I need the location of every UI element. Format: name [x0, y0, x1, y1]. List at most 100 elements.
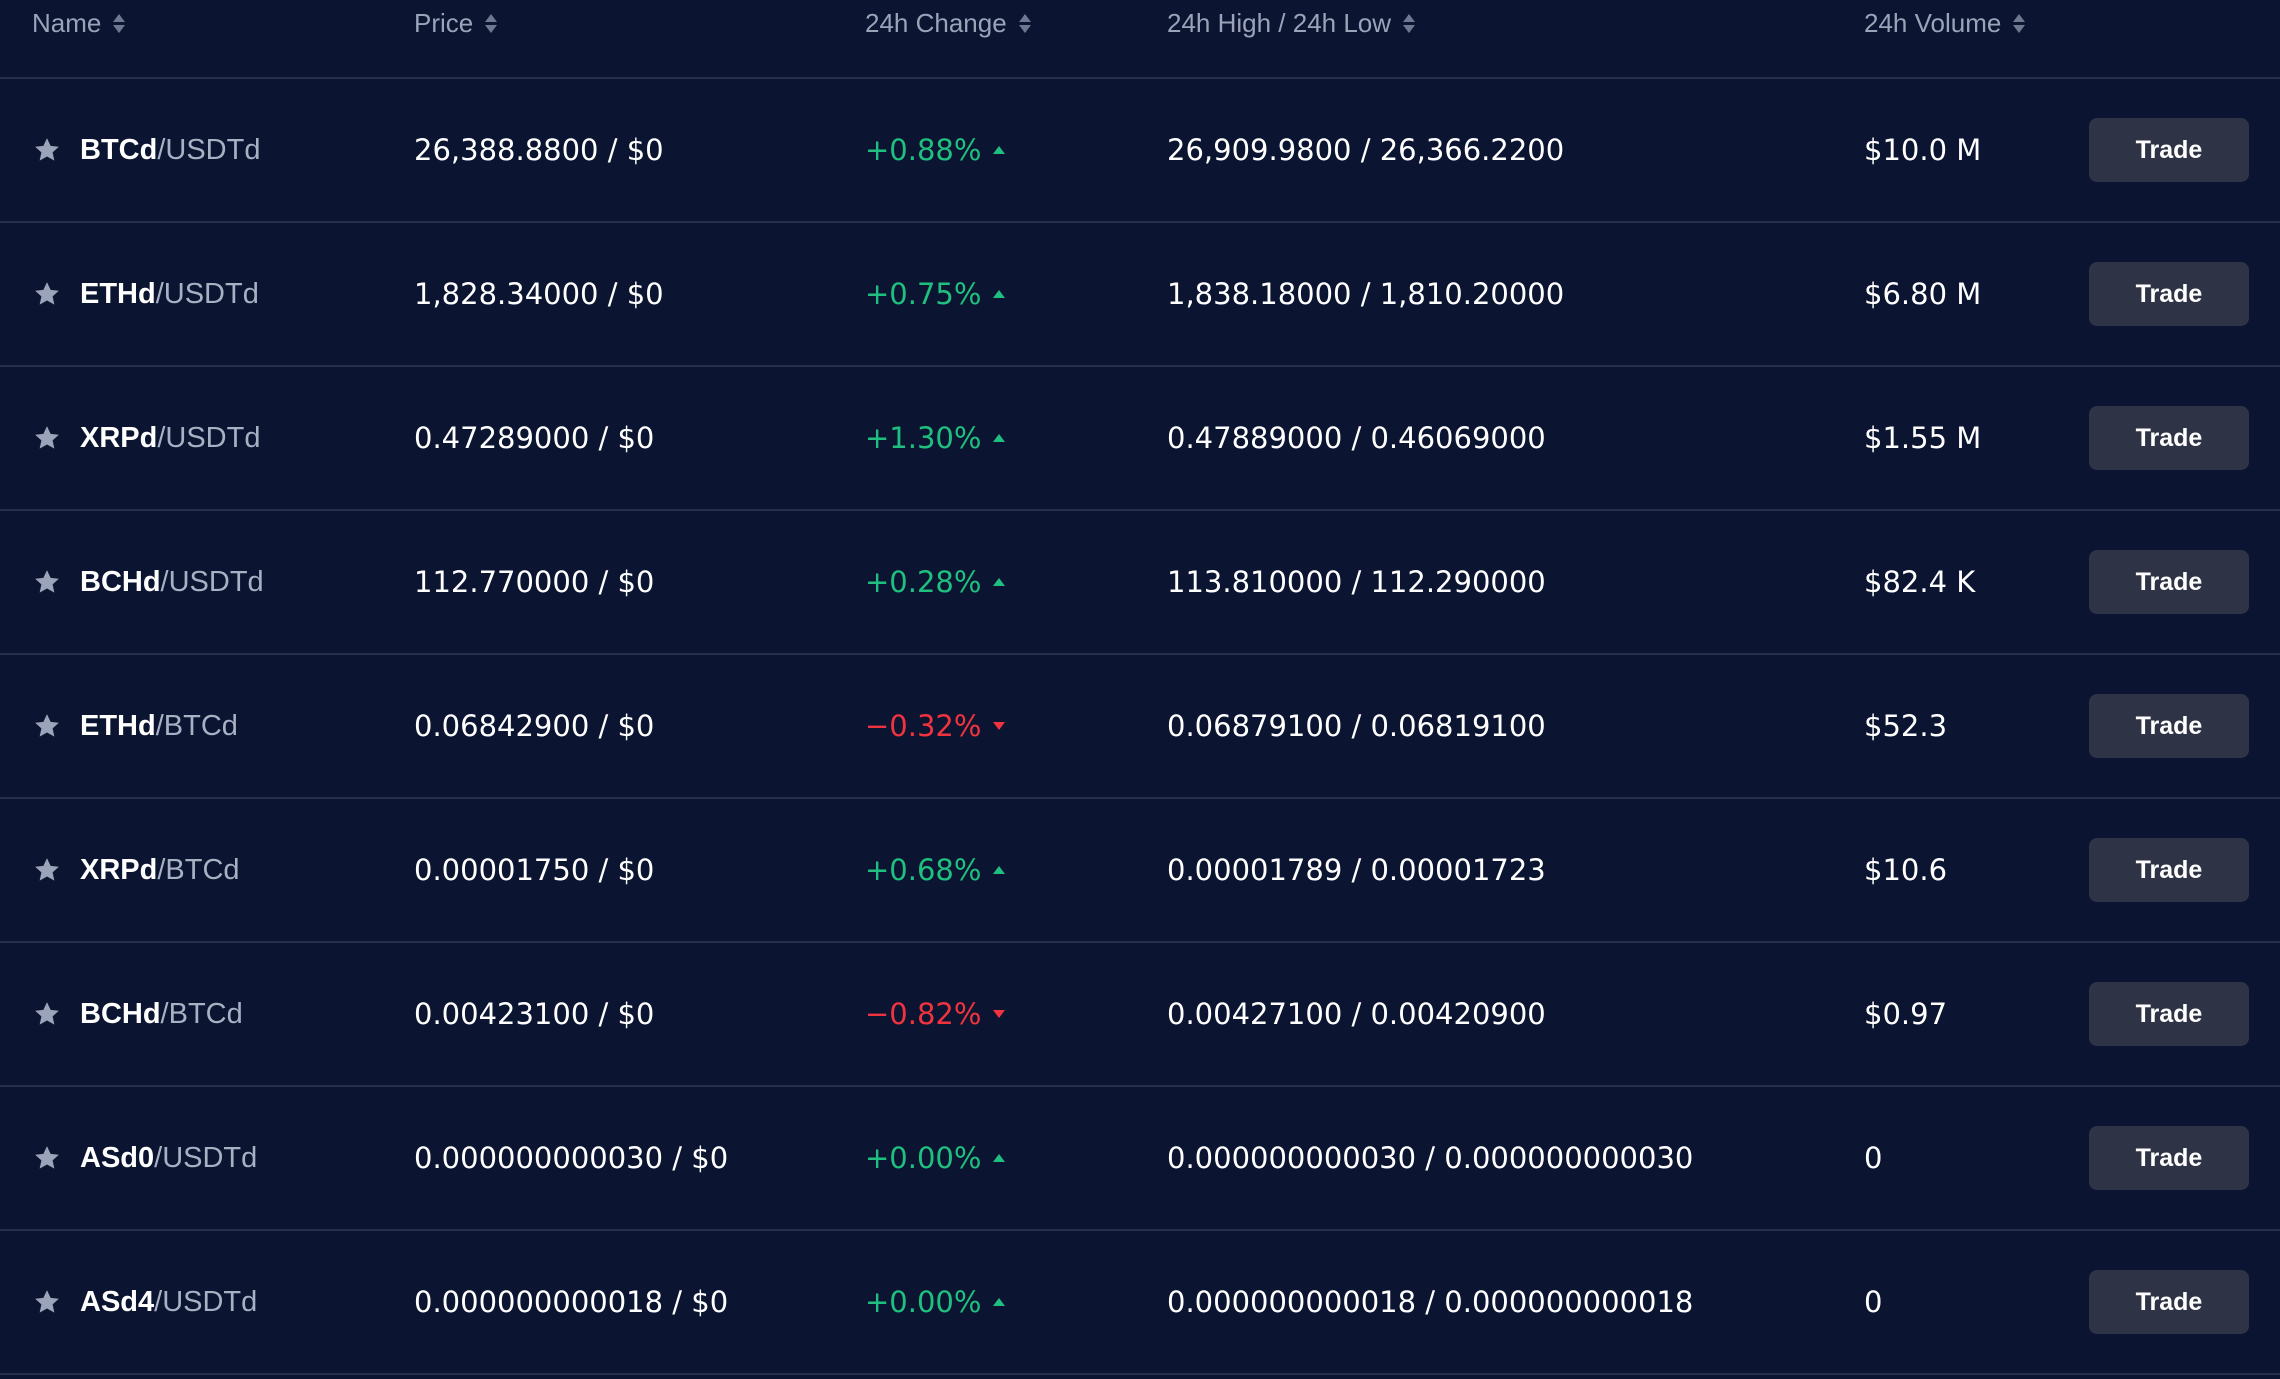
high-low-cell: 26,909.9800 / 26,366.2200	[1167, 79, 1564, 221]
change-cell: −0.32%	[865, 655, 1006, 797]
trade-button[interactable]: Trade	[2089, 694, 2249, 758]
volume-value: $82.4 K	[1864, 565, 1976, 599]
action-cell: Trade	[2089, 79, 2249, 221]
pair-base: BCHd	[80, 997, 161, 1030]
high-low-cell: 0.47889000 / 0.46069000	[1167, 367, 1546, 509]
high-low-cell: 0.06879100 / 0.06819100	[1167, 655, 1546, 797]
high-low-cell: 0.00427100 / 0.00420900	[1167, 943, 1546, 1085]
high-low-value: 1,838.18000 / 1,810.20000	[1167, 277, 1565, 311]
triangle-up-icon	[993, 578, 1006, 586]
star-icon[interactable]	[32, 135, 62, 165]
triangle-up-icon	[993, 866, 1006, 874]
pair-cell: XRPd/BTCd	[32, 799, 240, 941]
pair-quote: /USDTd	[154, 1285, 258, 1318]
sort-icon[interactable]	[2013, 14, 2026, 33]
column-header-name[interactable]: Name	[32, 0, 126, 77]
triangle-down-icon	[993, 722, 1006, 730]
action-cell: Trade	[2089, 655, 2249, 797]
sort-icon[interactable]	[1018, 14, 1031, 33]
price-value: 0.00001750 / $0	[414, 853, 655, 887]
price-value: 0.47289000 / $0	[414, 421, 655, 455]
trade-button[interactable]: Trade	[2089, 1270, 2249, 1334]
star-icon[interactable]	[32, 855, 62, 885]
price-cell: 0.00001750 / $0	[414, 799, 654, 941]
table-row[interactable]: ASd0/USDTd 0.000000000030 / $0 +0.00% 0.…	[0, 1087, 2280, 1231]
table-row[interactable]: ETHd/BTCd 0.06842900 / $0 −0.32% 0.06879…	[0, 655, 2280, 799]
change-cell: +0.68%	[865, 799, 1006, 941]
star-icon[interactable]	[32, 1287, 62, 1317]
volume-cell: 0	[1864, 1087, 1882, 1229]
volume-cell: $6.80 M	[1864, 223, 1981, 365]
pair-base: ASd0	[80, 1141, 155, 1174]
pair-quote: /BTCd	[157, 853, 240, 886]
trade-button[interactable]: Trade	[2089, 982, 2249, 1046]
change-value: −0.82%	[865, 997, 982, 1031]
change-cell: +1.30%	[865, 367, 1006, 509]
star-icon[interactable]	[32, 279, 62, 309]
pair-cell: ETHd/USDTd	[32, 223, 259, 365]
sort-icon[interactable]	[113, 14, 126, 33]
star-icon[interactable]	[32, 567, 62, 597]
price-cell: 0.47289000 / $0	[414, 367, 654, 509]
pair-base: BCHd	[80, 565, 161, 598]
volume-cell: $0.97	[1864, 943, 1947, 1085]
volume-value: $6.80 M	[1864, 277, 1982, 311]
sort-icon[interactable]	[485, 14, 498, 33]
change-cell: +0.75%	[865, 223, 1006, 365]
column-header-label: Name	[32, 8, 102, 38]
volume-value: $1.55 M	[1864, 421, 1982, 455]
table-row[interactable]: BCHd/USDTd 112.770000 / $0 +0.28% 113.81…	[0, 511, 2280, 655]
star-icon[interactable]	[32, 1143, 62, 1173]
pair-cell: BCHd/USDTd	[32, 511, 264, 653]
trade-button[interactable]: Trade	[2089, 118, 2249, 182]
action-cell: Trade	[2089, 943, 2249, 1085]
table-row[interactable]: XRPd/BTCd 0.00001750 / $0 +0.68% 0.00001…	[0, 799, 2280, 943]
price-cell: 0.06842900 / $0	[414, 655, 654, 797]
action-cell: Trade	[2089, 367, 2249, 509]
price-cell: 1,828.34000 / $0	[414, 223, 664, 365]
high-low-value: 0.00427100 / 0.00420900	[1167, 997, 1546, 1031]
volume-cell: $10.0 M	[1864, 79, 1981, 221]
trade-button[interactable]: Trade	[2089, 262, 2249, 326]
table-row[interactable]: BCHd/BTCd 0.00423100 / $0 −0.82% 0.00427…	[0, 943, 2280, 1087]
sort-icon[interactable]	[1403, 14, 1416, 33]
star-icon[interactable]	[32, 711, 62, 741]
action-cell: Trade	[2089, 1087, 2249, 1229]
star-icon[interactable]	[32, 999, 62, 1029]
column-header-change[interactable]: 24h Change	[865, 0, 1031, 77]
column-header-price[interactable]: Price	[414, 0, 498, 77]
trade-button[interactable]: Trade	[2089, 838, 2249, 902]
pair-quote: /USDTd	[157, 421, 261, 454]
column-header-volume[interactable]: 24h Volume	[1864, 0, 2026, 77]
table-row[interactable]: ETHd/USDTd 1,828.34000 / $0 +0.75% 1,838…	[0, 223, 2280, 367]
trade-button[interactable]: Trade	[2089, 406, 2249, 470]
high-low-value: 0.47889000 / 0.46069000	[1167, 421, 1546, 455]
star-icon[interactable]	[32, 423, 62, 453]
price-cell: 0.00423100 / $0	[414, 943, 654, 1085]
price-value: 0.06842900 / $0	[414, 709, 655, 743]
column-header-high-low[interactable]: 24h High / 24h Low	[1167, 0, 1416, 77]
high-low-cell: 0.000000000030 / 0.000000000030	[1167, 1087, 1693, 1229]
volume-cell: $1.55 M	[1864, 367, 1981, 509]
volume-cell: $82.4 K	[1864, 511, 1975, 653]
table-row[interactable]: ASd4/USDTd 0.000000000018 / $0 +0.00% 0.…	[0, 1231, 2280, 1375]
triangle-up-icon	[993, 290, 1006, 298]
change-cell: +0.00%	[865, 1087, 1006, 1229]
pair-quote: /BTCd	[155, 709, 238, 742]
volume-value: $0.97	[1864, 997, 1948, 1031]
table-row[interactable]: XRPd/USDTd 0.47289000 / $0 +1.30% 0.4788…	[0, 367, 2280, 511]
high-low-value: 0.00001789 / 0.00001723	[1167, 853, 1546, 887]
trade-button[interactable]: Trade	[2089, 1126, 2249, 1190]
trade-button[interactable]: Trade	[2089, 550, 2249, 614]
high-low-value: 0.000000000018 / 0.000000000018	[1167, 1285, 1694, 1319]
pair-quote: /USDTd	[157, 133, 261, 166]
table-row[interactable]: BTCd/USDTd 26,388.8800 / $0 +0.88% 26,90…	[0, 79, 2280, 223]
change-value: +0.00%	[865, 1285, 982, 1319]
price-value: 0.000000000030 / $0	[414, 1141, 729, 1175]
pair-cell: XRPd/USDTd	[32, 367, 260, 509]
volume-value: $52.3	[1864, 709, 1948, 743]
price-cell: 112.770000 / $0	[414, 511, 654, 653]
high-low-value: 113.810000 / 112.290000	[1167, 565, 1546, 599]
price-value: 112.770000 / $0	[414, 565, 655, 599]
